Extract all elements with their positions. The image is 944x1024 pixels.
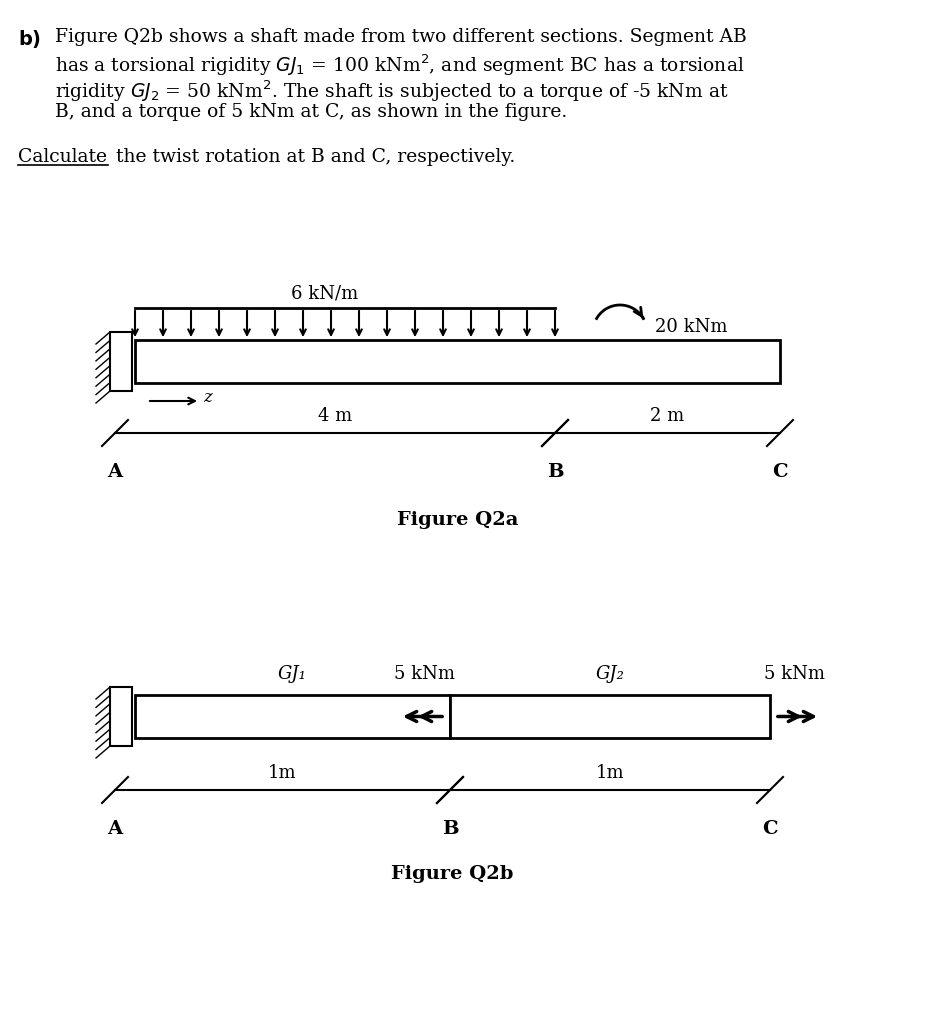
Text: B: B [441,820,458,838]
Text: GJ₁: GJ₁ [278,665,307,683]
Text: 4 m: 4 m [317,407,352,425]
Text: A: A [108,463,123,481]
Text: Calculate: Calculate [18,148,107,166]
Bar [135,340,779,383]
Text: B, and a torque of 5 kNm at C, as shown in the figure.: B, and a torque of 5 kNm at C, as shown … [55,103,566,121]
Text: the twist rotation at B and C, respectively.: the twist rotation at B and C, respectiv… [110,148,514,166]
Text: 1m: 1m [595,764,624,782]
Text: Figure Q2b: Figure Q2b [391,865,514,883]
Bar [110,687,132,746]
Text: rigidity $GJ_2$ = 50 kNm$^2$. The shaft is subjected to a torque of -5 kNm at: rigidity $GJ_2$ = 50 kNm$^2$. The shaft … [55,78,728,103]
Text: z: z [203,389,211,407]
Text: GJ₂: GJ₂ [595,665,624,683]
Text: C: C [762,820,777,838]
Text: 5 kNm: 5 kNm [764,665,825,683]
Text: 20 kNm: 20 kNm [654,318,727,336]
Text: A: A [108,820,123,838]
Text: 5 kNm: 5 kNm [394,665,455,683]
Text: 6 kN/m: 6 kN/m [291,285,358,303]
Text: has a torsional rigidity $GJ_1$ = 100 kNm$^2$, and segment BC has a torsional: has a torsional rigidity $GJ_1$ = 100 kN… [55,53,744,79]
Text: 1m: 1m [268,764,296,782]
Text: C: C [771,463,787,481]
Text: $\bf{b)}$: $\bf{b)}$ [18,28,42,50]
Text: B: B [547,463,563,481]
Bar [449,695,769,738]
Text: Figure Q2b shows a shaft made from two different sections. Segment AB: Figure Q2b shows a shaft made from two d… [55,28,746,46]
Bar [110,332,132,391]
Bar [135,695,449,738]
Text: Figure Q2a: Figure Q2a [396,511,517,529]
Text: 2 m: 2 m [649,407,683,425]
